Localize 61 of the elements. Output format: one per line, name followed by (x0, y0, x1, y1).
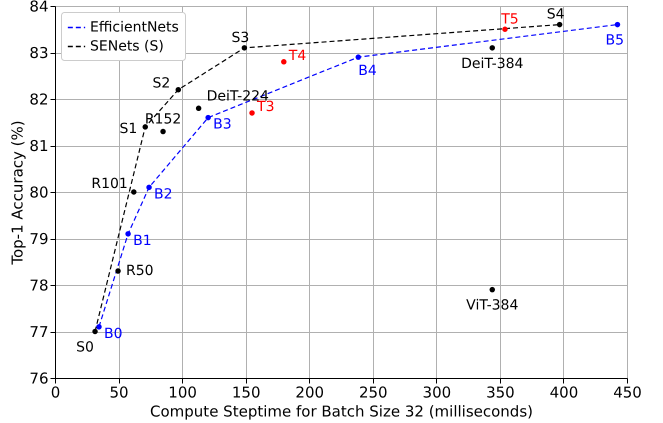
point (115, 268, 121, 274)
annotation: S3 (231, 30, 250, 46)
point (356, 54, 362, 60)
point (96, 324, 102, 330)
x-tick-label: 50 (110, 384, 129, 402)
point (146, 184, 152, 190)
point (205, 114, 211, 120)
point (125, 231, 131, 237)
point (160, 128, 166, 134)
annotation: B1 (133, 232, 152, 249)
x-tick-label: 200 (295, 384, 324, 402)
y-axis-title: Top-1 Accuracy (%) (8, 120, 26, 266)
x-tick-label: 0 (50, 384, 60, 402)
y-tick-label: 78 (29, 276, 48, 294)
y-tick-label: 82 (29, 90, 48, 108)
point (92, 328, 98, 334)
annotation: T4 (288, 48, 306, 64)
annotation: ViT-384 (466, 298, 518, 314)
y-tick-label: 81 (29, 137, 48, 155)
annotation: B2 (154, 186, 173, 202)
x-tick-label: 300 (422, 384, 452, 402)
annotation: DeiT-384 (461, 56, 524, 72)
x-tick-label: 250 (358, 384, 388, 402)
x-tick-label: 450 (613, 384, 642, 402)
legend-label: EfficientNets (90, 20, 179, 36)
annotation: T5 (500, 11, 519, 28)
point (196, 106, 202, 112)
x-tick-label: 150 (232, 384, 260, 402)
point (142, 124, 148, 130)
annotation: R152 (144, 112, 182, 128)
point (556, 22, 562, 28)
point (614, 22, 620, 28)
annotation: R101 (91, 176, 128, 192)
point (502, 26, 508, 32)
y-tick-label: 76 (29, 370, 48, 388)
annotation: B5 (605, 32, 624, 49)
x-tick-label: 400 (550, 384, 578, 402)
annotation: B3 (213, 116, 232, 133)
point (131, 189, 137, 195)
y-tick-label: 77 (29, 323, 48, 341)
x-tick-label: 350 (486, 384, 515, 402)
annotation: B0 (104, 326, 122, 342)
point (490, 286, 495, 292)
point (249, 110, 255, 116)
x-axis-title: Compute Steptime for Batch Size 32 (milliseconds) (150, 402, 533, 420)
annotation: B4 (358, 63, 377, 80)
point (176, 86, 182, 92)
x-tick-label: 100 (168, 384, 197, 402)
legend-label: SENets (S) (90, 38, 164, 54)
annotation: S4 (546, 6, 565, 23)
point (281, 59, 287, 65)
annotation: S2 (152, 76, 170, 92)
annotation: S1 (119, 120, 138, 137)
annotation: S0 (76, 340, 94, 356)
y-tick-label: 79 (29, 230, 48, 248)
y-tick-label: 83 (29, 44, 48, 62)
point (490, 45, 495, 51)
annotation: R50 (126, 263, 154, 280)
point (242, 45, 248, 51)
y-tick-label: 84 (29, 0, 48, 16)
y-tick-label: 80 (29, 184, 48, 202)
